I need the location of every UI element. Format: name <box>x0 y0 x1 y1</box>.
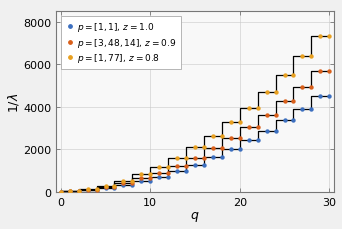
Point <box>318 70 323 74</box>
Point <box>94 188 99 192</box>
Point <box>157 165 162 169</box>
Point <box>58 190 64 194</box>
Point <box>327 70 332 74</box>
Point <box>210 147 216 151</box>
Point <box>130 182 135 185</box>
Point <box>76 190 81 193</box>
Point <box>121 179 126 183</box>
Point <box>192 163 198 167</box>
Point <box>210 156 216 160</box>
Point <box>246 139 251 143</box>
Point <box>139 180 144 183</box>
Point <box>192 146 198 150</box>
Point <box>282 119 287 122</box>
Point <box>166 175 171 179</box>
Point <box>255 139 260 143</box>
Point <box>273 113 278 117</box>
Point <box>85 187 90 191</box>
Point <box>67 190 73 193</box>
Point <box>103 185 108 189</box>
Legend: $p = [1, 1],\, z = 1.0$, $p = [3, 48, 14],\, z = 0.9$, $p = [1, 77],\, z = 0.8$: $p = [1, 1],\, z = 1.0$, $p = [3, 48, 14… <box>61 17 181 69</box>
Point <box>58 190 64 194</box>
Point <box>94 188 99 192</box>
Point <box>130 179 135 183</box>
Point <box>174 156 180 160</box>
Point <box>228 137 234 141</box>
Point <box>112 186 117 190</box>
Point <box>318 95 323 99</box>
Point <box>327 95 332 99</box>
Point <box>308 107 314 111</box>
Y-axis label: $1/\lambda$: $1/\lambda$ <box>5 92 21 112</box>
Point <box>300 55 305 58</box>
Point <box>85 188 90 192</box>
Point <box>139 177 144 180</box>
Point <box>318 35 323 38</box>
Point <box>291 119 296 122</box>
Point <box>139 173 144 177</box>
Point <box>157 175 162 179</box>
X-axis label: $q$: $q$ <box>190 210 200 224</box>
Point <box>67 190 73 193</box>
Point <box>282 74 287 77</box>
Point <box>76 189 81 193</box>
Point <box>103 186 108 190</box>
Point <box>94 187 99 191</box>
Point <box>201 163 207 167</box>
Point <box>112 185 117 189</box>
Point <box>112 184 117 188</box>
Point <box>183 156 189 160</box>
Point <box>166 165 171 169</box>
Point <box>273 129 278 133</box>
Point <box>246 107 251 110</box>
Point <box>121 183 126 187</box>
Point <box>174 164 180 168</box>
Point <box>255 126 260 129</box>
Point <box>183 169 189 173</box>
Point <box>201 146 207 150</box>
Point <box>147 180 153 183</box>
Point <box>67 189 73 193</box>
Point <box>228 121 234 125</box>
Point <box>157 171 162 175</box>
Point <box>219 147 225 151</box>
Point <box>192 156 198 160</box>
Point <box>264 91 269 94</box>
Point <box>210 134 216 138</box>
Point <box>300 86 305 89</box>
Point <box>237 121 242 125</box>
Point <box>308 86 314 89</box>
Point <box>174 169 180 173</box>
Point <box>103 184 108 188</box>
Point <box>273 91 278 94</box>
Point <box>219 134 225 138</box>
Point <box>237 148 242 152</box>
Point <box>308 55 314 58</box>
Point <box>255 107 260 110</box>
Point <box>121 182 126 185</box>
Point <box>85 188 90 192</box>
Point <box>237 137 242 141</box>
Point <box>183 164 189 168</box>
Point <box>76 190 81 193</box>
Point <box>291 100 296 104</box>
Point <box>219 156 225 160</box>
Point <box>147 173 153 177</box>
Point <box>282 100 287 104</box>
Point <box>264 129 269 133</box>
Point <box>327 35 332 38</box>
Point <box>147 177 153 180</box>
Point <box>58 190 64 194</box>
Point <box>201 156 207 160</box>
Point <box>246 126 251 129</box>
Point <box>130 183 135 187</box>
Point <box>264 113 269 117</box>
Point <box>228 148 234 152</box>
Point <box>166 171 171 175</box>
Point <box>291 74 296 77</box>
Point <box>300 107 305 111</box>
